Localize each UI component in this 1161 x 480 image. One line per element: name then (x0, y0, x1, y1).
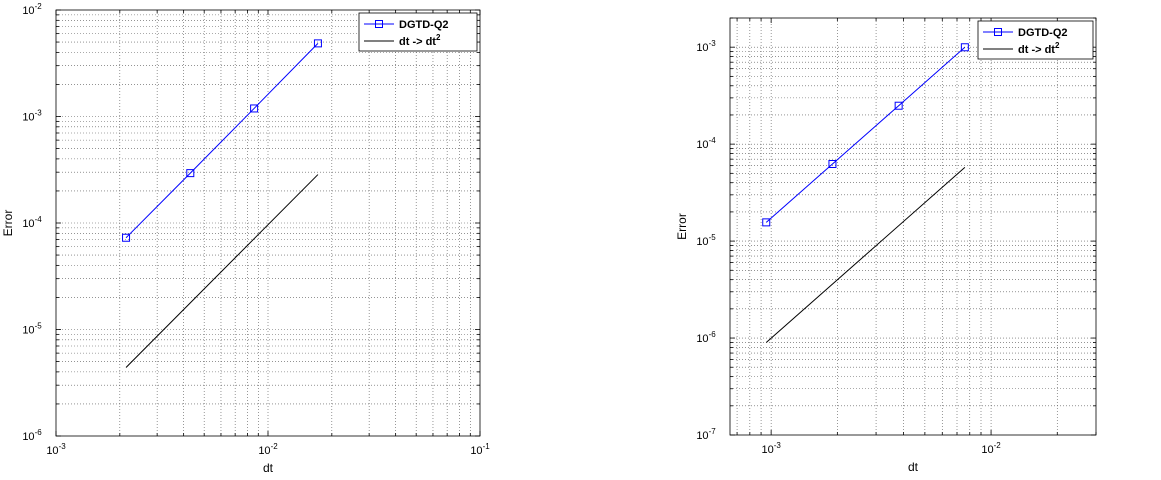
data-point (186, 169, 195, 178)
legend-box (977, 20, 1094, 60)
y-tick-label: 10-7 (696, 427, 716, 442)
data-point (894, 101, 903, 110)
legend-label: DGTD-Q2 (399, 19, 449, 31)
series-line (765, 166, 966, 343)
y-axis-label: Error (675, 213, 689, 240)
y-tick-label: 10-5 (22, 322, 42, 337)
chart-2: 10-3 10-2 10-7 10-6 10-5 10-4 10-3 dt Error DGTD-… (675, 17, 1097, 474)
legend-marker (994, 28, 1002, 36)
series-line (765, 46, 966, 223)
series-1 (122, 39, 322, 242)
data-point (762, 218, 771, 227)
x-tick-label: 10-1 (470, 442, 490, 457)
data-point (250, 104, 259, 113)
axes-frame (729, 17, 1097, 436)
legend-item-1: DGTD-Q2 (983, 27, 1068, 39)
legend: DGTD-Q2 dt -> dt2 (977, 20, 1094, 60)
y-tick-label: 10-5 (696, 233, 716, 248)
data-point (122, 233, 131, 242)
y-tick-label: 10-3 (22, 109, 42, 124)
x-tick-label: 10-2 (981, 441, 1001, 456)
tick-marks (730, 17, 1097, 436)
grid (56, 10, 480, 436)
legend-item-1: DGTD-Q2 (364, 19, 449, 31)
legend-item-2: dt -> dt2 (364, 33, 441, 48)
x-tick-label: 10-3 (761, 441, 781, 456)
grid (730, 18, 1096, 435)
legend-label: dt -> dt2 (399, 33, 441, 48)
x-axis-label: dt (263, 461, 274, 475)
legend-box (358, 12, 478, 52)
data-point (828, 159, 837, 168)
series-line (125, 43, 319, 239)
y-axis-label: Error (1, 210, 15, 237)
legend-item-2: dt -> dt2 (983, 41, 1060, 56)
y-tick-label: 10-6 (22, 428, 42, 443)
data-point (960, 43, 969, 52)
legend: DGTD-Q2 dt -> dt2 (358, 12, 478, 52)
y-tick-label: 10-4 (22, 215, 42, 230)
x-axis-label: dt (908, 460, 919, 474)
tick-marks (55, 9, 481, 437)
y-tick-label: 10-4 (696, 136, 716, 151)
series-line (125, 174, 319, 368)
y-tick-label: 10-2 (22, 2, 42, 17)
series-2 (765, 166, 966, 343)
x-tick-label: 10-3 (46, 442, 66, 457)
legend-label: DGTD-Q2 (1018, 27, 1068, 39)
legend-marker (375, 20, 383, 28)
y-tick-label: 10-6 (696, 330, 716, 345)
y-tick-label: 10-3 (696, 39, 716, 54)
series-1 (762, 43, 969, 227)
series-2 (125, 174, 319, 368)
chart-1: 10-3 10-2 10-1 10-6 10-5 10-4 10-3 10-2 dt Error D… (1, 2, 490, 475)
x-tick-label: 10-2 (258, 442, 278, 457)
data-point (313, 39, 322, 48)
legend-label: dt -> dt2 (1018, 41, 1060, 56)
